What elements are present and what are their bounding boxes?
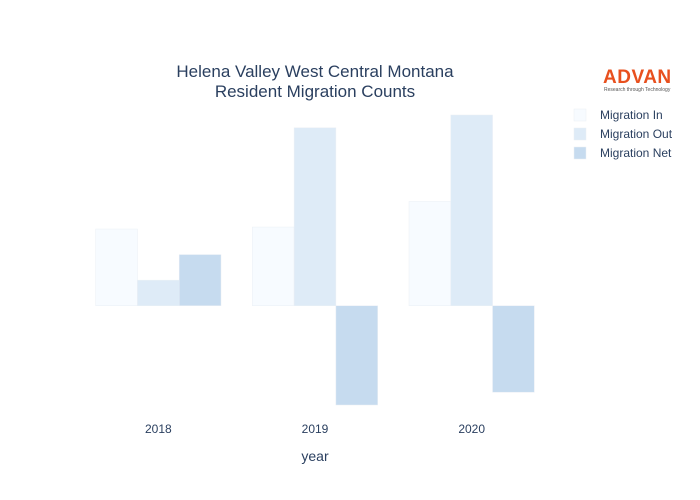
bar-migration-in-2019 [252, 226, 295, 306]
x-tick-label-2019: 2019 [302, 422, 329, 436]
chart-title-line-2: Resident Migration Counts [215, 82, 415, 101]
bar-migration-out-2018 [137, 279, 180, 306]
advan-logo: ADVAN Research through Technology [603, 67, 672, 93]
bar-migration-net-2019 [335, 305, 378, 406]
bar-migration-out-2019 [293, 127, 337, 306]
logo-wordmark: ADVAN [603, 67, 672, 88]
x-axis-title: year [301, 448, 329, 464]
legend-label-migration-in[interactable]: Migration In [600, 108, 663, 122]
x-tick-label-2020: 2020 [458, 422, 485, 436]
legend-swatch-migration-net[interactable] [573, 146, 587, 160]
bar-migration-in-2020 [408, 201, 452, 306]
x-tick-labels: 2018 2019 2020 [145, 422, 485, 436]
bars-layer [95, 114, 535, 406]
legend-label-migration-out[interactable]: Migration Out [600, 127, 673, 141]
x-tick-label-2018: 2018 [145, 422, 172, 436]
bar-migration-net-2018 [178, 254, 222, 306]
bar-migration-out-2020 [450, 114, 493, 306]
legend-swatch-migration-in[interactable] [573, 108, 587, 122]
legend-label-migration-net[interactable]: Migration Net [600, 146, 672, 160]
bar-migration-net-2020 [492, 305, 535, 393]
legend-swatch-migration-out[interactable] [573, 127, 587, 141]
chart-title-line-1: Helena Valley West Central Montana [176, 62, 454, 81]
legend: Migration In Migration Out Migration Net [573, 108, 673, 160]
bar-migration-in-2018 [95, 228, 138, 306]
logo-tagline: Research through Technology [604, 87, 671, 93]
